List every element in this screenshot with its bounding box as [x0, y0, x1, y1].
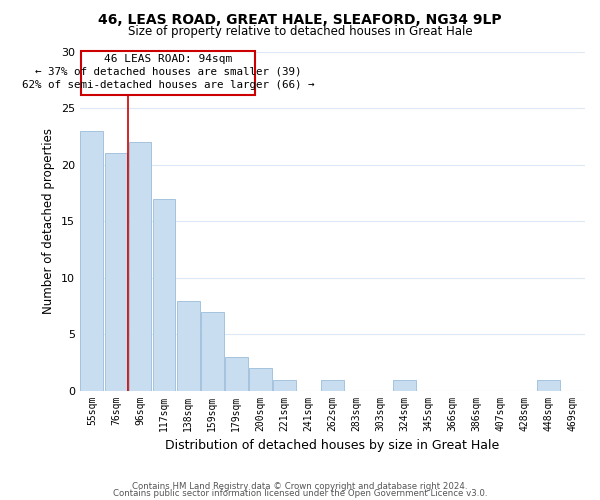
X-axis label: Distribution of detached houses by size in Great Hale: Distribution of detached houses by size … — [166, 440, 500, 452]
Text: 46, LEAS ROAD, GREAT HALE, SLEAFORD, NG34 9LP: 46, LEAS ROAD, GREAT HALE, SLEAFORD, NG3… — [98, 12, 502, 26]
Text: 46 LEAS ROAD: 94sqm: 46 LEAS ROAD: 94sqm — [104, 54, 232, 64]
Text: Contains public sector information licensed under the Open Government Licence v3: Contains public sector information licen… — [113, 490, 487, 498]
Bar — [321, 380, 344, 391]
Bar — [201, 312, 224, 391]
Text: 62% of semi-detached houses are larger (66) →: 62% of semi-detached houses are larger (… — [22, 80, 314, 90]
Bar — [104, 154, 127, 391]
Text: Contains HM Land Registry data © Crown copyright and database right 2024.: Contains HM Land Registry data © Crown c… — [132, 482, 468, 491]
Bar — [225, 357, 248, 391]
Bar — [128, 142, 151, 391]
Bar — [273, 380, 296, 391]
Text: Size of property relative to detached houses in Great Hale: Size of property relative to detached ho… — [128, 25, 472, 38]
Bar — [176, 300, 200, 391]
Bar — [538, 380, 560, 391]
Bar — [152, 198, 175, 391]
Bar — [393, 380, 416, 391]
Bar — [81, 52, 256, 94]
Y-axis label: Number of detached properties: Number of detached properties — [43, 128, 55, 314]
Bar — [249, 368, 272, 391]
Text: ← 37% of detached houses are smaller (39): ← 37% of detached houses are smaller (39… — [35, 67, 302, 77]
Bar — [80, 130, 103, 391]
